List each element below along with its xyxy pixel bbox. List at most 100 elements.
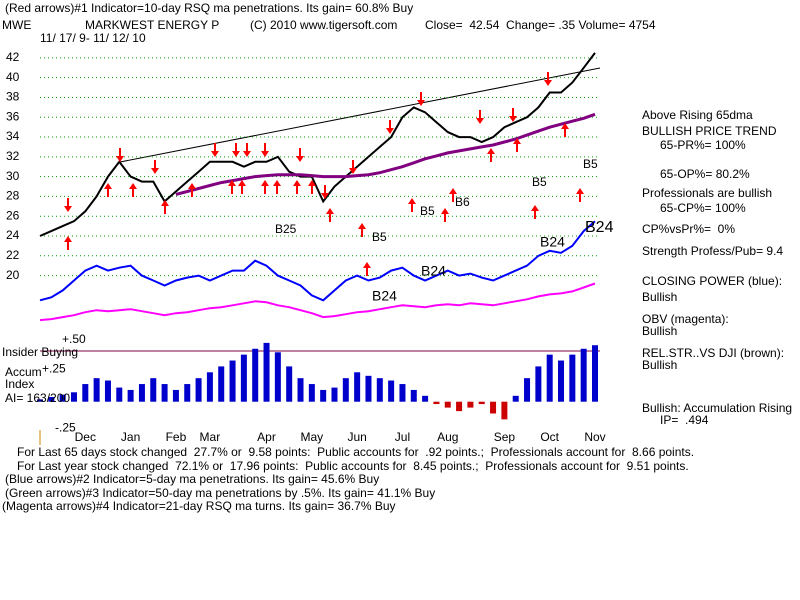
annotation: B24 [585, 219, 614, 236]
accum-bar [376, 378, 383, 402]
sidebar-text: 65-OP%= 80.2% [660, 167, 750, 181]
signal-arrow [296, 148, 304, 162]
annotation: B5 [420, 204, 435, 218]
accum-bar [206, 372, 213, 402]
accum-bar [524, 378, 531, 402]
y-tick-label: 20 [6, 268, 20, 282]
y-tick-label: 30 [6, 169, 20, 183]
annotation: B25 [275, 222, 297, 236]
series-line [39, 52, 596, 237]
accum-bar [512, 395, 519, 402]
accum-bar [320, 389, 327, 402]
y-tick-label: 36 [6, 109, 20, 123]
signal-arrow [64, 236, 72, 250]
accum-bar [127, 389, 134, 402]
accum-bar [365, 375, 372, 402]
copyright: (C) 2010 www.tigersoft.com [250, 18, 398, 32]
y-tick-label: 26 [6, 208, 20, 222]
accum-bar [297, 378, 304, 402]
footer-line: (Magenta arrows)#4 Indicator=21-day RSQ … [2, 499, 396, 513]
accum-bar [501, 401, 508, 420]
signal-arrow [363, 262, 371, 276]
accum-bar [161, 384, 168, 402]
series-line [39, 282, 596, 322]
series-line [39, 220, 596, 302]
sidebar-text: BULLISH PRICE TREND [642, 124, 777, 138]
accum-bar [558, 360, 565, 402]
y-tick-label: 40 [6, 70, 20, 84]
accum-bar [580, 348, 587, 402]
sidebar-text: CP%vsPr%= 0% [642, 222, 736, 236]
sidebar-text: REL.STR..VS DJI (brown): [642, 346, 785, 360]
signal-arrow [243, 143, 251, 157]
sidebar-text: 65-PR%= 100% [660, 138, 746, 152]
signal-arrow [513, 138, 521, 152]
accum-bar [342, 378, 349, 402]
accum-bar [59, 394, 66, 402]
accum-bar [70, 392, 77, 402]
accum-bar [410, 389, 417, 402]
signal-arrow [261, 143, 269, 157]
signal-arrow [544, 72, 552, 86]
trend-line [119, 67, 601, 163]
footer-line: For Last year stock changed 72.1% or 17.… [17, 459, 689, 473]
symbol: MWE [2, 18, 32, 32]
company: MARKWEST ENERGY P [85, 18, 220, 32]
x-tick-label: Dec [75, 430, 96, 444]
signal-arrow [561, 123, 569, 137]
accum-bar [82, 384, 89, 402]
signal-arrow [358, 223, 366, 237]
x-tick-label: May [301, 430, 324, 444]
signal-arrow [321, 185, 329, 199]
y-tick-label: 42 [6, 50, 20, 64]
signal-arrow [308, 180, 316, 194]
y-tick-label: +.50 [62, 332, 86, 346]
signal-arrow [188, 183, 196, 197]
annotation: B24 [372, 288, 397, 304]
accum-bar [37, 399, 43, 402]
sidebar-text: Above Rising 65dma [642, 108, 753, 122]
accum-bar [263, 342, 270, 402]
panel-label: Index [5, 377, 35, 391]
accum-bar [252, 348, 259, 402]
signal-arrow [576, 188, 584, 202]
accum-bar [104, 380, 111, 402]
accum-bar [286, 366, 293, 402]
sidebar-text: Bullish [642, 324, 678, 338]
accum-bar [218, 366, 225, 402]
sidebar-text: OBV (magenta): [642, 312, 729, 326]
x-tick-label: Feb [166, 430, 187, 444]
accum-bar [116, 387, 123, 402]
x-tick-label: Sep [494, 430, 516, 444]
accum-bar [138, 384, 145, 402]
annotation: B24 [421, 263, 446, 279]
signal-arrow [417, 92, 425, 106]
y-tick-label: 24 [6, 228, 20, 242]
footer-line: (Blue arrows)#2 Indicator=5-day ma penet… [5, 472, 380, 486]
accum-bar [195, 378, 202, 402]
accum-bar [331, 387, 338, 402]
signal-arrow [116, 148, 124, 162]
signal-arrow [161, 200, 169, 214]
signal-arrow [228, 180, 236, 194]
annotation: B24 [540, 234, 565, 250]
panel-label: Insider Buying [2, 345, 79, 359]
accum-bar [229, 360, 236, 402]
accum-bar [240, 354, 247, 402]
panel-label: AI= 163/200 [5, 391, 71, 405]
accum-bar [467, 401, 474, 408]
signal-arrow [449, 188, 457, 202]
accum-bar [478, 401, 485, 405]
accum-bar [150, 378, 157, 402]
sidebar-text: CLOSING POWER (blue): [642, 274, 783, 288]
signal-arrow [476, 110, 484, 124]
sidebar-text: IP= .494 [660, 413, 709, 427]
signal-arrow [509, 108, 517, 122]
panel-label: Accum [5, 365, 42, 379]
accum-bar [93, 378, 100, 402]
signal-arrow [151, 160, 159, 174]
y-tick-label: 28 [6, 189, 20, 203]
footer-line: For Last 65 days stock changed 27.7% or … [17, 445, 695, 459]
